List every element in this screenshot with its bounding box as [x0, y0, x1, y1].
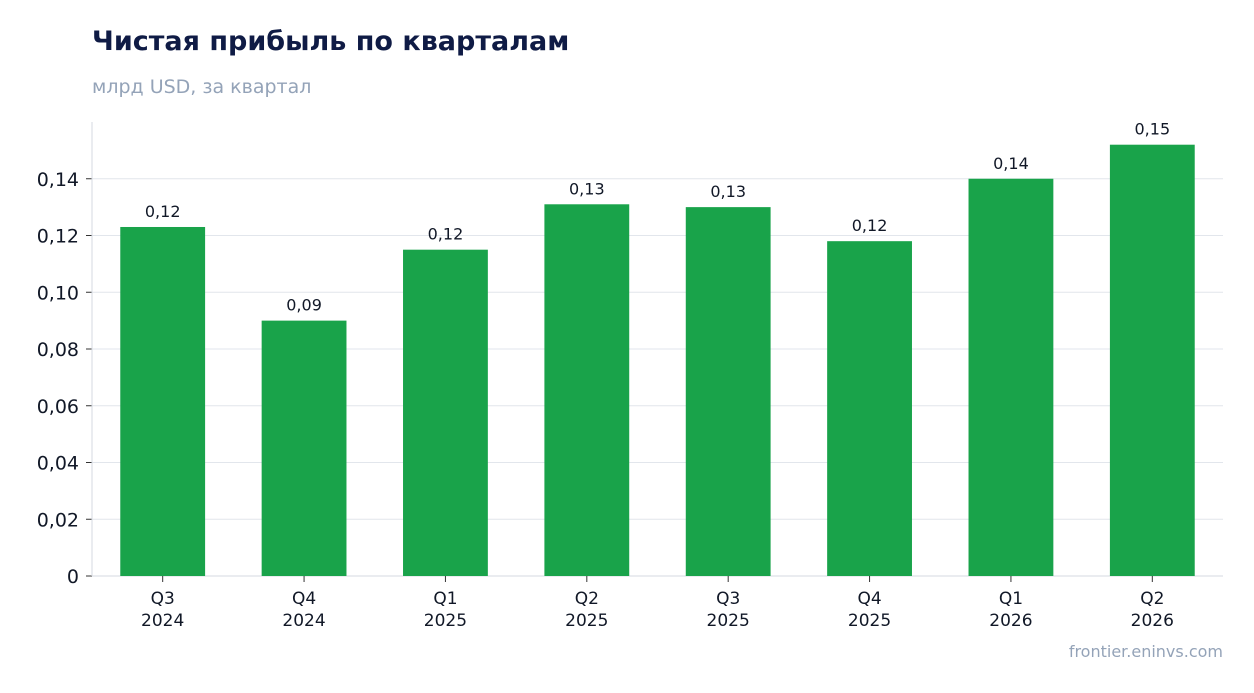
bar: [403, 249, 488, 576]
x-tick-label-year: 2025: [848, 611, 891, 631]
bar: [685, 207, 771, 576]
x-tick-label-quarter: Q3: [151, 589, 175, 609]
bar-value-label: 0,13: [569, 179, 605, 198]
bar-value-label: 0,14: [993, 154, 1029, 173]
chart-subtitle: млрд USD, за квартал: [92, 76, 312, 98]
x-tick-label-quarter: Q4: [857, 589, 881, 609]
bar-value-label: 0,09: [286, 296, 322, 315]
labels: 00,020,040,060,080,100,120,140,12Q320240…: [37, 120, 1174, 631]
bar-value-label: 0,12: [145, 202, 181, 221]
bar: [968, 178, 1054, 576]
x-tick-label-quarter: Q1: [433, 589, 457, 609]
x-tick-label-year: 2025: [424, 611, 467, 631]
y-tick-label: 0,08: [37, 339, 79, 361]
x-tick-label-quarter: Q1: [999, 589, 1023, 609]
x-tick-label-year: 2025: [707, 611, 750, 631]
bars: [120, 144, 1195, 577]
x-tick-label-year: 2024: [141, 611, 184, 631]
x-tick-label-year: 2026: [989, 611, 1032, 631]
y-tick-label: 0,02: [37, 509, 79, 531]
y-tick-label: 0,04: [37, 453, 79, 475]
x-tick-label-year: 2026: [1131, 611, 1174, 631]
bar-value-label: 0,12: [852, 216, 888, 235]
x-tick-label-quarter: Q2: [1140, 589, 1164, 609]
y-tick-label: 0,14: [37, 169, 79, 191]
y-tick-label: 0,10: [37, 282, 79, 304]
x-tick-label-year: 2024: [282, 611, 325, 631]
source-watermark: frontier.eninvs.com: [1068, 642, 1223, 661]
chart-title: Чистая прибыль по кварталам: [92, 26, 570, 57]
x-tick-label-quarter: Q2: [575, 589, 599, 609]
x-tick-label-quarter: Q3: [716, 589, 740, 609]
bar: [827, 241, 912, 577]
bar: [1109, 144, 1195, 576]
y-tick-label: 0: [67, 566, 79, 588]
bar: [544, 204, 630, 576]
x-tick-label-year: 2025: [565, 611, 608, 631]
bar-value-label: 0,15: [1135, 120, 1171, 139]
bar-value-label: 0,13: [710, 182, 746, 201]
x-tick-label-quarter: Q4: [292, 589, 316, 609]
y-tick-label: 0,12: [37, 226, 79, 248]
bar: [261, 320, 347, 576]
y-tick-label: 0,06: [37, 396, 79, 418]
bar: [120, 226, 206, 577]
bar-value-label: 0,12: [428, 225, 464, 244]
